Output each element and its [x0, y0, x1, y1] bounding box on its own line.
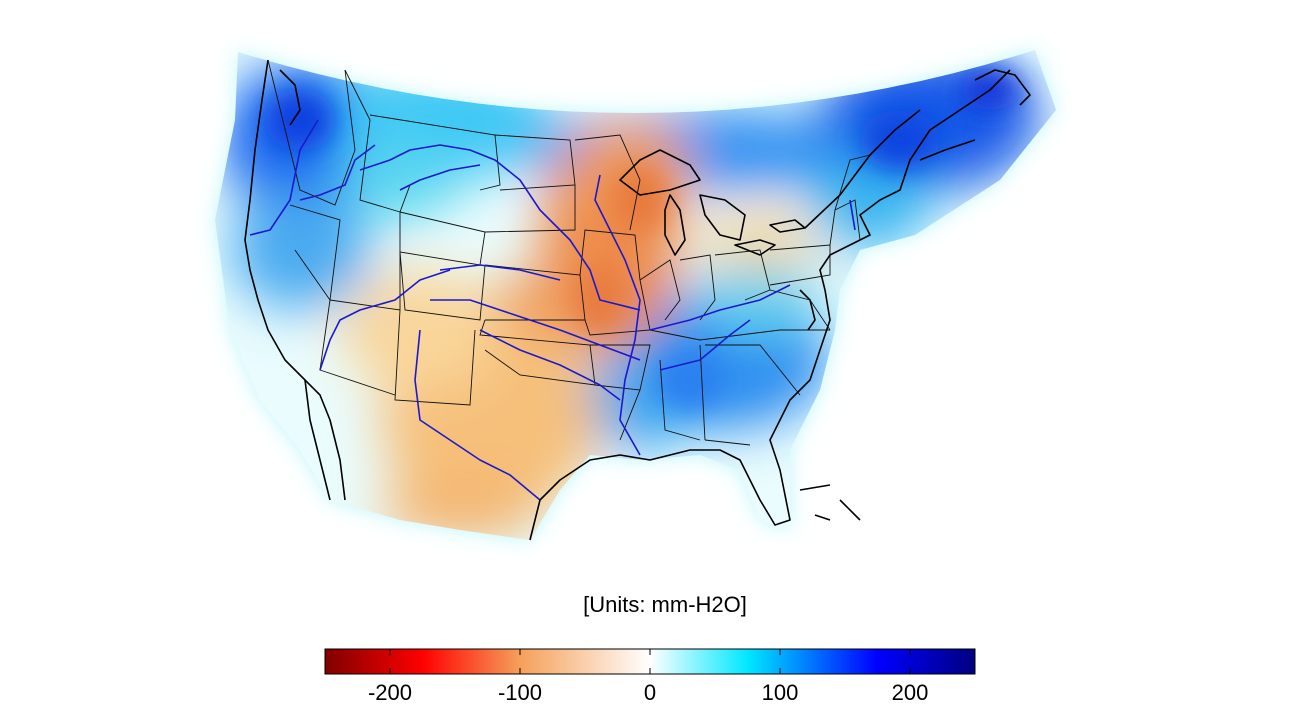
bahamas-2 [814, 514, 831, 521]
nova-scotia [919, 139, 976, 161]
snake-river [299, 144, 376, 201]
platte-river [439, 264, 561, 281]
puget-sound [279, 69, 301, 126]
coastlines [244, 59, 1031, 541]
anomaly-cores [265, 70, 1020, 410]
colorbar-tick-label: 200 [892, 680, 929, 705]
ohio-river [649, 284, 791, 331]
chesapeake [799, 289, 816, 331]
rivers [249, 119, 856, 501]
newfoundland [974, 69, 1031, 106]
colorbar: -200 -100 0 100 200 [324, 648, 976, 705]
colorbar-ticks: -200 -100 0 100 200 [368, 649, 928, 705]
baja-coast [304, 379, 331, 501]
colorbar-tick-label: -100 [498, 680, 542, 705]
gulf-coast [529, 289, 831, 541]
colorbar-tick-label: 0 [644, 680, 656, 705]
lake-michigan [664, 194, 686, 256]
state-boundaries [267, 59, 871, 446]
rio-grande-river [414, 329, 541, 501]
colorbar-tick-label: -200 [368, 680, 412, 705]
lake-erie [734, 239, 776, 256]
bahamas-3 [839, 499, 861, 521]
red-river [479, 329, 621, 401]
mississippi-river [594, 174, 641, 456]
arkansas-river [430, 299, 641, 361]
lake-huron [699, 194, 746, 241]
columbia-river [249, 119, 319, 236]
lake-superior [619, 149, 701, 196]
tennessee-river [659, 319, 751, 371]
colorbar-tick-label: 100 [762, 680, 799, 705]
bahamas-1 [799, 484, 831, 491]
colorado-river [319, 269, 451, 371]
units-label: [Units: mm-H2O] [583, 592, 747, 617]
atlantic-coast [819, 69, 1011, 291]
connecticut-river [849, 199, 856, 231]
st-lawrence [804, 109, 921, 229]
pacific-coast [244, 59, 346, 501]
yellowstone-river [399, 164, 481, 191]
missouri-river [359, 144, 641, 311]
